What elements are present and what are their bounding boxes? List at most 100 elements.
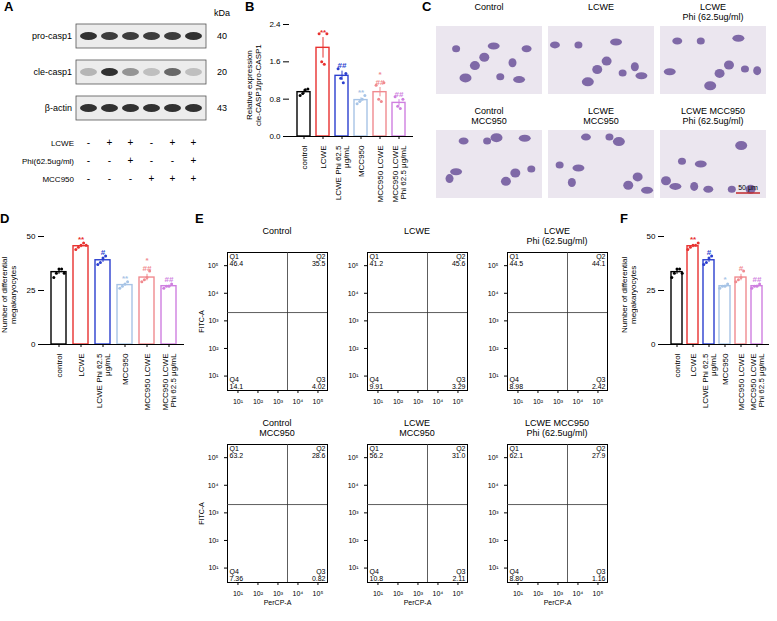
svg-text:10³: 10³ [208, 317, 219, 324]
svg-text:+: + [191, 173, 197, 184]
svg-text:10²: 10² [488, 537, 499, 544]
svg-text:Q244.1: Q244.1 [592, 253, 606, 267]
svg-text:LCWE: LCWE [319, 146, 328, 169]
svg-text:10³: 10³ [488, 317, 499, 324]
svg-text:##: ## [338, 61, 347, 70]
svg-text:0: 0 [651, 340, 656, 349]
svg-text:10⁵: 10⁵ [593, 590, 604, 597]
svg-text:*##: *## [376, 70, 385, 87]
svg-text:MCC950 LCWE: MCC950 LCWE [143, 354, 152, 411]
svg-text:+: + [107, 137, 113, 148]
svg-text:10²: 10² [208, 345, 219, 352]
svg-text:10³: 10³ [553, 398, 564, 405]
svg-text:10¹: 10¹ [348, 564, 359, 571]
svg-text:Q414.1: Q414.1 [230, 376, 244, 390]
svg-text:0.8: 0.8 [269, 95, 281, 104]
svg-text:10⁵: 10⁵ [453, 590, 464, 597]
svg-text:10⁴: 10⁴ [573, 398, 584, 405]
svg-text:LCWE: LCWE [77, 354, 86, 377]
svg-text:10⁵: 10⁵ [488, 454, 499, 461]
svg-text:10³: 10³ [273, 398, 284, 405]
svg-text:10⁵: 10⁵ [208, 262, 219, 269]
svg-text:10³: 10³ [413, 398, 424, 405]
svg-text:-: - [87, 173, 90, 184]
svg-text:1.6: 1.6 [269, 57, 281, 66]
svg-text:MCC950 LCWE: MCC950 LCWE [376, 146, 385, 203]
svg-text:control: control [673, 353, 682, 377]
svg-text:2.4: 2.4 [269, 20, 281, 29]
svg-text:10¹: 10¹ [208, 564, 219, 571]
svg-text:10⁵: 10⁵ [488, 262, 499, 269]
svg-text:10¹: 10¹ [373, 398, 384, 405]
svg-text:10⁴: 10⁴ [488, 290, 499, 297]
svg-text:10²: 10² [348, 345, 359, 352]
svg-text:Q144.5: Q144.5 [510, 253, 524, 267]
svg-text:Q162.1: Q162.1 [510, 445, 524, 459]
svg-text:50 μm: 50 μm [738, 184, 758, 192]
svg-text:10⁴: 10⁴ [208, 482, 219, 489]
svg-text:MCC950: MCC950 [121, 353, 130, 385]
svg-text:10¹: 10¹ [233, 590, 244, 597]
svg-text:PerCP-A: PerCP-A [264, 599, 292, 606]
svg-text:+: + [128, 137, 134, 148]
svg-text:-: - [87, 155, 90, 166]
svg-text:**: ** [358, 88, 365, 97]
svg-text:**: ** [78, 235, 85, 244]
svg-text:FITC-A: FITC-A [198, 502, 205, 525]
svg-text:10⁵: 10⁵ [348, 262, 359, 269]
svg-text:Q32.42: Q32.42 [592, 376, 606, 390]
svg-text:-: - [108, 173, 111, 184]
svg-text:10³: 10³ [348, 317, 359, 324]
svg-text:Q47.36: Q47.36 [230, 568, 244, 582]
svg-text:Q49.91: Q49.91 [370, 376, 384, 390]
svg-text:10²: 10² [533, 590, 544, 597]
svg-text:-: - [171, 155, 174, 166]
svg-text:PerCP-A: PerCP-A [544, 599, 572, 606]
svg-text:10³: 10³ [208, 509, 219, 516]
svg-text:Q228.6: Q228.6 [312, 445, 326, 459]
svg-text:40: 40 [217, 31, 227, 41]
svg-text:MCC950: MCC950 [721, 353, 730, 385]
svg-text:10²: 10² [253, 398, 264, 405]
svg-text:MCC950: MCC950 [357, 145, 366, 177]
svg-text:##: ## [395, 90, 404, 99]
svg-text:Q410.8: Q410.8 [370, 568, 384, 582]
svg-text:+: + [191, 155, 197, 166]
svg-text:50: 50 [27, 232, 36, 241]
svg-text:##: ## [753, 275, 762, 284]
svg-text:#: # [739, 264, 744, 273]
svg-text:Q156.2: Q156.2 [370, 445, 384, 459]
svg-text:cle-casp1: cle-casp1 [33, 67, 72, 77]
svg-text:Q163.2: Q163.2 [230, 445, 244, 459]
svg-text:10¹: 10¹ [348, 372, 359, 379]
svg-text:10¹: 10¹ [488, 564, 499, 571]
svg-text:10³: 10³ [488, 509, 499, 516]
svg-text:25: 25 [27, 286, 36, 295]
svg-text:-: - [150, 137, 153, 148]
svg-text:10⁵: 10⁵ [313, 590, 324, 597]
svg-text:**: ** [122, 274, 129, 283]
svg-text:+: + [128, 155, 134, 166]
svg-text:kDa: kDa [214, 8, 230, 18]
svg-text:10⁵: 10⁵ [593, 398, 604, 405]
svg-text:MCC950 LCWEPhi 62.5 μg/mL: MCC950 LCWEPhi 62.5 μg/mL [391, 145, 408, 202]
svg-text:10⁴: 10⁴ [348, 482, 359, 489]
svg-text:control: control [300, 145, 309, 169]
svg-text:**: ** [690, 235, 697, 244]
svg-text:10¹: 10¹ [513, 398, 524, 405]
svg-text:LCWE Phi 62.5μg/mL: LCWE Phi 62.5μg/mL [95, 353, 112, 408]
svg-text:10³: 10³ [273, 590, 284, 597]
svg-text:+: + [170, 137, 176, 148]
svg-text:10³: 10³ [413, 590, 424, 597]
svg-text:LCWE: LCWE [51, 139, 74, 148]
svg-text:10¹: 10¹ [208, 372, 219, 379]
svg-text:Q231.0: Q231.0 [452, 445, 466, 459]
svg-text:Q32.11: Q32.11 [452, 568, 465, 582]
svg-text:10²: 10² [253, 590, 264, 597]
svg-text:-: - [150, 155, 153, 166]
svg-text:control: control [55, 353, 64, 377]
svg-text:10⁴: 10⁴ [488, 482, 499, 489]
svg-text:10²: 10² [533, 398, 544, 405]
svg-text:10¹: 10¹ [513, 590, 524, 597]
svg-text:PerCP-A: PerCP-A [404, 599, 432, 606]
